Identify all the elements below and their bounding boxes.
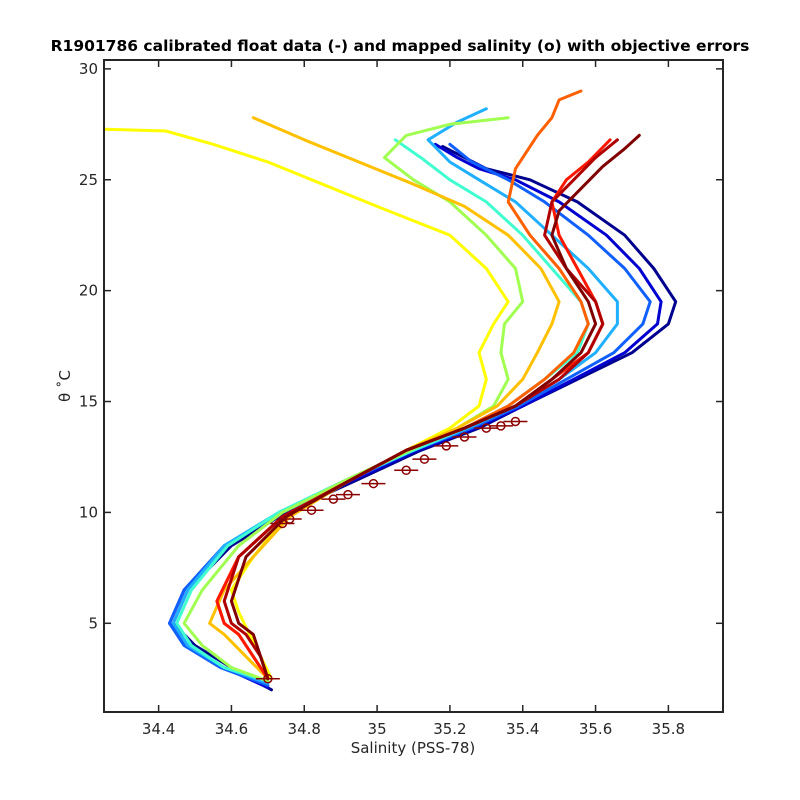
series-line-4 [175,138,590,683]
x-tick-label: 34.8 [288,720,321,738]
y-tick-label: 25 [79,171,98,189]
mapped-salinity-point [441,441,452,451]
mapped-salinity-point [263,673,273,684]
x-axis: 34.4 34.6 34.8 35 35.2 35.4 35.6 35.8 [142,60,685,738]
series-line-10 [222,138,619,681]
mapped-salinity-point [284,514,295,524]
plot-area [103,59,724,713]
y-tick-label: 15 [79,393,98,411]
mapped-salinity-point [496,421,506,431]
x-tick-label: 34.4 [142,720,175,738]
x-tick-label: 35.6 [579,720,612,738]
mapped-salinity-point [328,494,339,504]
x-tick-label: 35.8 [652,720,685,738]
y-axis-label: θ ˚C [56,370,74,402]
mapped-salinity-markers [255,416,528,684]
y-axis: 5 10 15 20 25 30 [79,60,723,632]
x-tick-label: 35 [368,720,387,738]
mapped-salinity-point [401,465,411,476]
series-line-2 [168,142,652,687]
y-tick-label: 20 [79,282,98,300]
chart-title: R1901786 calibrated float data (-) and m… [51,37,750,55]
x-tick-label: 35.4 [506,720,539,738]
mapped-salinity-point [510,416,521,427]
y-tick-label: 5 [88,614,98,632]
series-line-5 [182,116,525,683]
mapped-salinity-point [459,432,470,442]
x-axis-label: Salinity (PSS-78) [351,739,476,757]
axes-box [103,59,724,713]
mapped-salinity-point [306,505,317,515]
y-tick-label: 10 [79,503,98,521]
y-tick-label: 30 [79,60,98,78]
series-line-3 [171,107,619,685]
x-tick-label: 34.6 [215,720,248,738]
series-line-7 [208,116,561,681]
series-line-1 [168,142,663,690]
series-line-6 [104,127,510,681]
series-line-11 [229,133,641,681]
x-tick-label: 35.2 [433,720,466,738]
series-line-0 [171,145,678,692]
mapped-salinity-point [343,489,353,500]
mapped-salinity-point [419,454,430,464]
series-layer [104,89,678,692]
mapped-salinity-point [368,478,379,489]
mapped-salinity-point [481,423,492,433]
